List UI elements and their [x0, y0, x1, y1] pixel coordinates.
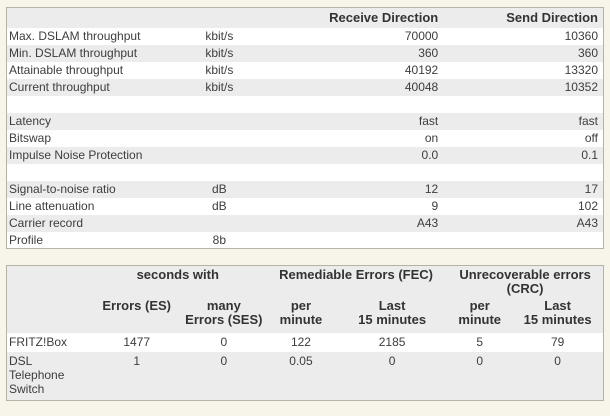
receive-value: 12	[424, 182, 439, 196]
dsl-stats-header-row: Receive Direction Send Direction	[6, 7, 604, 28]
row-unit: dB	[212, 199, 227, 213]
table-row: Profile 8b	[6, 231, 604, 249]
send-direction-header: Send Direction	[506, 9, 598, 25]
table-row: Signal-to-noise ratio dB 12 17	[6, 180, 604, 198]
crc-header: Unrecoverable errors (CRC)	[459, 267, 591, 296]
receive-value: 70000	[404, 29, 439, 43]
send-value: 13320	[564, 63, 598, 77]
fec-per-minute-value: 122	[290, 335, 311, 349]
send-value: 0.1	[581, 148, 598, 162]
row-unit	[167, 147, 272, 164]
table-row: Carrier record A43 A43	[6, 214, 604, 232]
receive-value: on	[424, 131, 439, 145]
crc-per-minute-header: per minute	[458, 298, 502, 327]
row-label: Line attenuation	[9, 199, 95, 213]
crc-per-minute-value: 5	[476, 335, 484, 349]
row-label: Profile	[9, 232, 44, 247]
receive-value: 40192	[404, 63, 439, 77]
table-row: Current throughput kbit/s 40048 10352	[6, 78, 604, 96]
spacer-row	[6, 163, 604, 181]
row-unit	[167, 215, 272, 232]
receive-direction-header: Receive Direction	[329, 9, 439, 25]
table-row: FRITZ!Box 1477 0 122 2185 5 79	[6, 333, 604, 352]
send-value: 10360	[564, 29, 598, 43]
fec-header: Remediable Errors (FEC)	[279, 267, 433, 282]
device-label: DSL Telephone Switch	[9, 354, 65, 396]
seconds-with-header: seconds with	[136, 267, 219, 282]
fec-per-minute-value: 0.05	[289, 354, 313, 368]
send-value: 360	[577, 46, 598, 60]
send-value: fast	[578, 114, 598, 128]
table-row: DSL Telephone Switch 1 0 0.05 0 0 0	[6, 352, 604, 400]
row-label: Impulse Noise Protection	[9, 148, 143, 162]
crc-per-minute-value: 0	[476, 354, 484, 368]
table-row: Attainable throughput kbit/s 40192 13320	[6, 61, 604, 79]
send-value: 102	[577, 199, 598, 213]
header-spacer	[7, 266, 91, 298]
error-table-subheader-row: Errors (ES) many Errors (SES) per minute…	[6, 297, 604, 333]
errors-ses-value: 0	[220, 335, 228, 349]
error-counter-table: seconds with Remediable Errors (FEC) Unr…	[6, 265, 604, 401]
crc-last-15-minutes-value: 0	[554, 354, 561, 368]
receive-value: fast	[418, 114, 439, 128]
table-row: Line attenuation dB 9 102	[6, 197, 604, 215]
table-row: Latency fast fast	[6, 112, 604, 130]
receive-value: 0.0	[421, 148, 439, 162]
header-spacer-unit	[167, 8, 272, 28]
send-value: 10352	[564, 80, 598, 94]
errors-es-value: 1	[133, 354, 141, 368]
table-row: Bitswap on off	[6, 129, 604, 147]
row-unit: kbit/s	[205, 46, 234, 60]
row-label: Max. DSLAM throughput	[9, 29, 141, 43]
table-row: Max. DSLAM throughput kbit/s 70000 10360	[6, 27, 604, 45]
fec-last-15-minutes-header: Last 15 minutes	[358, 298, 427, 327]
receive-value: 360	[418, 46, 439, 60]
fec-last-15-minutes-value: 2185	[378, 335, 406, 349]
errors-ses-header: many Errors (SES)	[185, 298, 263, 327]
receive-value	[272, 232, 440, 249]
row-unit: kbit/s	[205, 80, 234, 94]
row-label: Current throughput	[9, 80, 110, 94]
dsl-stats-table: Receive Direction Send Direction Max. DS…	[6, 7, 604, 249]
row-unit: kbit/s	[205, 29, 234, 43]
crc-last-15-minutes-header: Last 15 minutes	[523, 298, 592, 327]
receive-value: A43	[416, 216, 439, 230]
fec-last-15-minutes-value: 0	[388, 354, 396, 368]
row-unit: 8b	[212, 232, 227, 247]
row-unit	[167, 113, 272, 130]
row-unit: dB	[212, 182, 227, 196]
spacer-row	[6, 95, 604, 113]
row-label: Latency	[9, 114, 52, 128]
crc-last-15-minutes-value: 79	[550, 335, 565, 349]
row-label: Signal-to-noise ratio	[9, 182, 116, 196]
errors-es-header: Errors (ES)	[102, 298, 172, 313]
row-unit	[167, 130, 272, 147]
send-value: A43	[576, 216, 598, 230]
header-spacer	[7, 297, 91, 333]
send-value: 17	[584, 182, 598, 196]
fec-per-minute-header: per minute	[279, 298, 323, 327]
row-unit: kbit/s	[205, 63, 234, 77]
receive-value: 40048	[404, 80, 439, 94]
row-label: Bitswap	[9, 131, 52, 145]
table-row: Min. DSLAM throughput kbit/s 360 360	[6, 44, 604, 62]
row-label: Attainable throughput	[9, 63, 124, 77]
row-label: Carrier record	[9, 216, 84, 230]
device-label: FRITZ!Box	[9, 335, 68, 349]
row-label: Min. DSLAM throughput	[9, 46, 138, 60]
send-value	[440, 232, 603, 249]
error-table-group-header-row: seconds with Remediable Errors (FEC) Unr…	[6, 265, 604, 298]
errors-ses-value: 0	[220, 354, 228, 368]
errors-es-value: 1477	[123, 335, 151, 349]
receive-value: 9	[431, 199, 439, 213]
send-value: off	[584, 131, 598, 145]
header-spacer-label	[7, 8, 167, 28]
dsl-statistics-page: { "colors": { "page_bg": "#f7f5ea", "tab…	[0, 7, 610, 416]
table-row: Impulse Noise Protection 0.0 0.1	[6, 146, 604, 164]
